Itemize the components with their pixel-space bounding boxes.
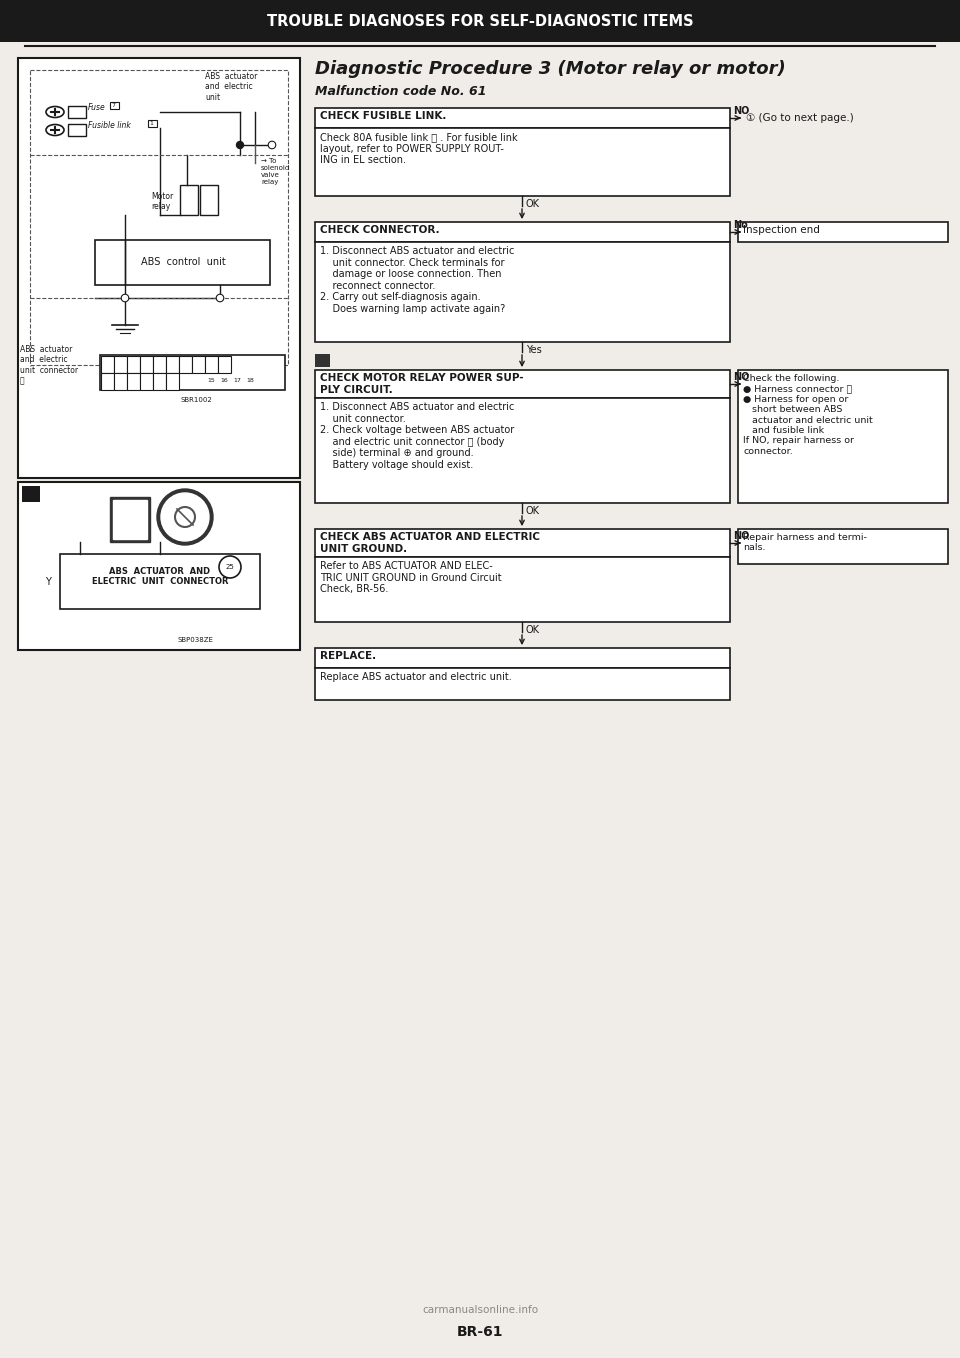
Bar (315, 128, 730, 196)
Bar (68, 124, 86, 136)
Bar (166, 356, 179, 373)
Text: Diagnostic Procedure 3 (Motor relay or motor): Diagnostic Procedure 3 (Motor relay or m… (315, 60, 785, 77)
Text: SBP038ZE: SBP038ZE (178, 637, 214, 642)
Text: → To
solenoid
valve
relay: → To solenoid valve relay (261, 158, 290, 185)
Bar (315, 109, 730, 128)
Bar (153, 373, 166, 390)
Bar (140, 373, 153, 390)
Text: ABS  control  unit: ABS control unit (140, 257, 226, 268)
Bar (22, 486, 40, 502)
Bar (738, 530, 948, 564)
Bar (127, 356, 140, 373)
Text: CHECK ABS ACTUATOR AND ELECTRIC
UNIT GROUND.: CHECK ABS ACTUATOR AND ELECTRIC UNIT GRO… (320, 532, 540, 554)
Bar (68, 106, 86, 118)
Text: ① (Go to next page.): ① (Go to next page.) (746, 113, 853, 124)
Text: REPLACE.: REPLACE. (320, 650, 376, 661)
Bar (18, 482, 300, 650)
Text: ABS  actuator
and  electric
unit: ABS actuator and electric unit (205, 72, 257, 102)
Bar (153, 356, 166, 373)
Text: ABS  actuator
and  electric
unit  connector
Ⓗ: ABS actuator and electric unit connector… (20, 345, 78, 386)
Circle shape (123, 296, 128, 300)
Text: 16: 16 (221, 378, 228, 383)
Text: No: No (733, 220, 748, 230)
Text: NO: NO (733, 531, 750, 540)
Bar (205, 356, 218, 373)
Bar (179, 356, 192, 373)
Text: NO: NO (733, 372, 750, 382)
Bar (315, 354, 330, 367)
Bar (0, 0, 960, 42)
Circle shape (270, 143, 275, 148)
Text: Malfunction code No. 61: Malfunction code No. 61 (315, 86, 487, 98)
Text: Fuse: Fuse (88, 103, 106, 111)
Text: Fusible link: Fusible link (88, 121, 131, 130)
Text: 25: 25 (226, 564, 234, 570)
Bar (315, 668, 730, 699)
Text: OK: OK (526, 507, 540, 516)
Bar (114, 356, 127, 373)
Bar (200, 185, 218, 215)
Bar (180, 185, 198, 215)
Text: 17: 17 (233, 378, 241, 383)
Circle shape (161, 493, 209, 540)
Text: Replace ABS actuator and electric unit.: Replace ABS actuator and electric unit. (320, 672, 512, 682)
Text: OK: OK (526, 200, 540, 209)
Bar (218, 356, 231, 373)
Bar (738, 369, 948, 502)
Text: Y: Y (45, 577, 51, 587)
Bar (101, 356, 114, 373)
Bar (140, 356, 153, 373)
Text: CHECK MOTOR RELAY POWER SUP-
PLY CIRCUIT.: CHECK MOTOR RELAY POWER SUP- PLY CIRCUIT… (320, 373, 523, 395)
Bar (101, 373, 114, 390)
Bar (148, 120, 157, 128)
Bar (315, 242, 730, 342)
Bar (100, 354, 285, 390)
Polygon shape (113, 500, 147, 539)
Text: 15: 15 (207, 378, 215, 383)
Text: Check 80A fusible link ⓐ . For fusible link
layout, refer to POWER SUPPLY ROUT-
: Check 80A fusible link ⓐ . For fusible l… (320, 132, 517, 166)
Text: 1. Disconnect ABS actuator and electric
    unit connector. Check terminals for
: 1. Disconnect ABS actuator and electric … (320, 246, 515, 314)
Text: 1. Disconnect ABS actuator and electric
    unit connector.
2. Check voltage bet: 1. Disconnect ABS actuator and electric … (320, 402, 515, 470)
Text: BR-61: BR-61 (457, 1325, 503, 1339)
Bar (315, 398, 730, 502)
Text: Yes: Yes (526, 345, 541, 354)
Text: CHECK CONNECTOR.: CHECK CONNECTOR. (320, 225, 440, 235)
Bar (315, 221, 730, 242)
Circle shape (236, 141, 244, 148)
Bar (95, 240, 270, 285)
Text: Refer to ABS ACTUATOR AND ELEC-
TRIC UNIT GROUND in Ground Circuit
Check, BR-56.: Refer to ABS ACTUATOR AND ELEC- TRIC UNI… (320, 561, 502, 595)
Bar (315, 369, 730, 398)
Text: TROUBLE DIAGNOSES FOR SELF-DIAGNOSTIC ITEMS: TROUBLE DIAGNOSES FOR SELF-DIAGNOSTIC IT… (267, 14, 693, 29)
Text: Inspection end: Inspection end (743, 225, 820, 235)
Bar (127, 373, 140, 390)
Polygon shape (110, 497, 150, 542)
Bar (315, 648, 730, 668)
Text: 1: 1 (149, 121, 153, 126)
Bar (192, 356, 205, 373)
Circle shape (218, 296, 223, 300)
Text: Motor
relay: Motor relay (151, 191, 173, 212)
Bar (60, 554, 260, 608)
Text: ABS  ACTUATOR  AND
ELECTRIC  UNIT  CONNECTOR: ABS ACTUATOR AND ELECTRIC UNIT CONNECTOR (92, 568, 228, 587)
Text: Repair harness and termi-
nals.: Repair harness and termi- nals. (743, 532, 867, 553)
Bar (114, 373, 127, 390)
Bar (18, 58, 300, 478)
Text: carmanualsonline.info: carmanualsonline.info (422, 1305, 538, 1315)
Bar (166, 373, 179, 390)
Text: OK: OK (526, 625, 540, 636)
Text: NO: NO (733, 106, 750, 115)
Bar (315, 557, 730, 622)
Circle shape (157, 489, 213, 545)
Bar (30, 71, 288, 365)
Text: Check the following.
● Harness connector Ⓗ
● Harness for open or
   short betwee: Check the following. ● Harness connector… (743, 373, 873, 456)
Text: 18: 18 (247, 378, 254, 383)
Bar (110, 102, 119, 109)
Text: CHECK FUSIBLE LINK.: CHECK FUSIBLE LINK. (320, 111, 446, 121)
Bar (738, 221, 948, 242)
Text: SBR1002: SBR1002 (180, 397, 212, 403)
Text: 7: 7 (111, 103, 115, 109)
Bar (315, 530, 730, 557)
